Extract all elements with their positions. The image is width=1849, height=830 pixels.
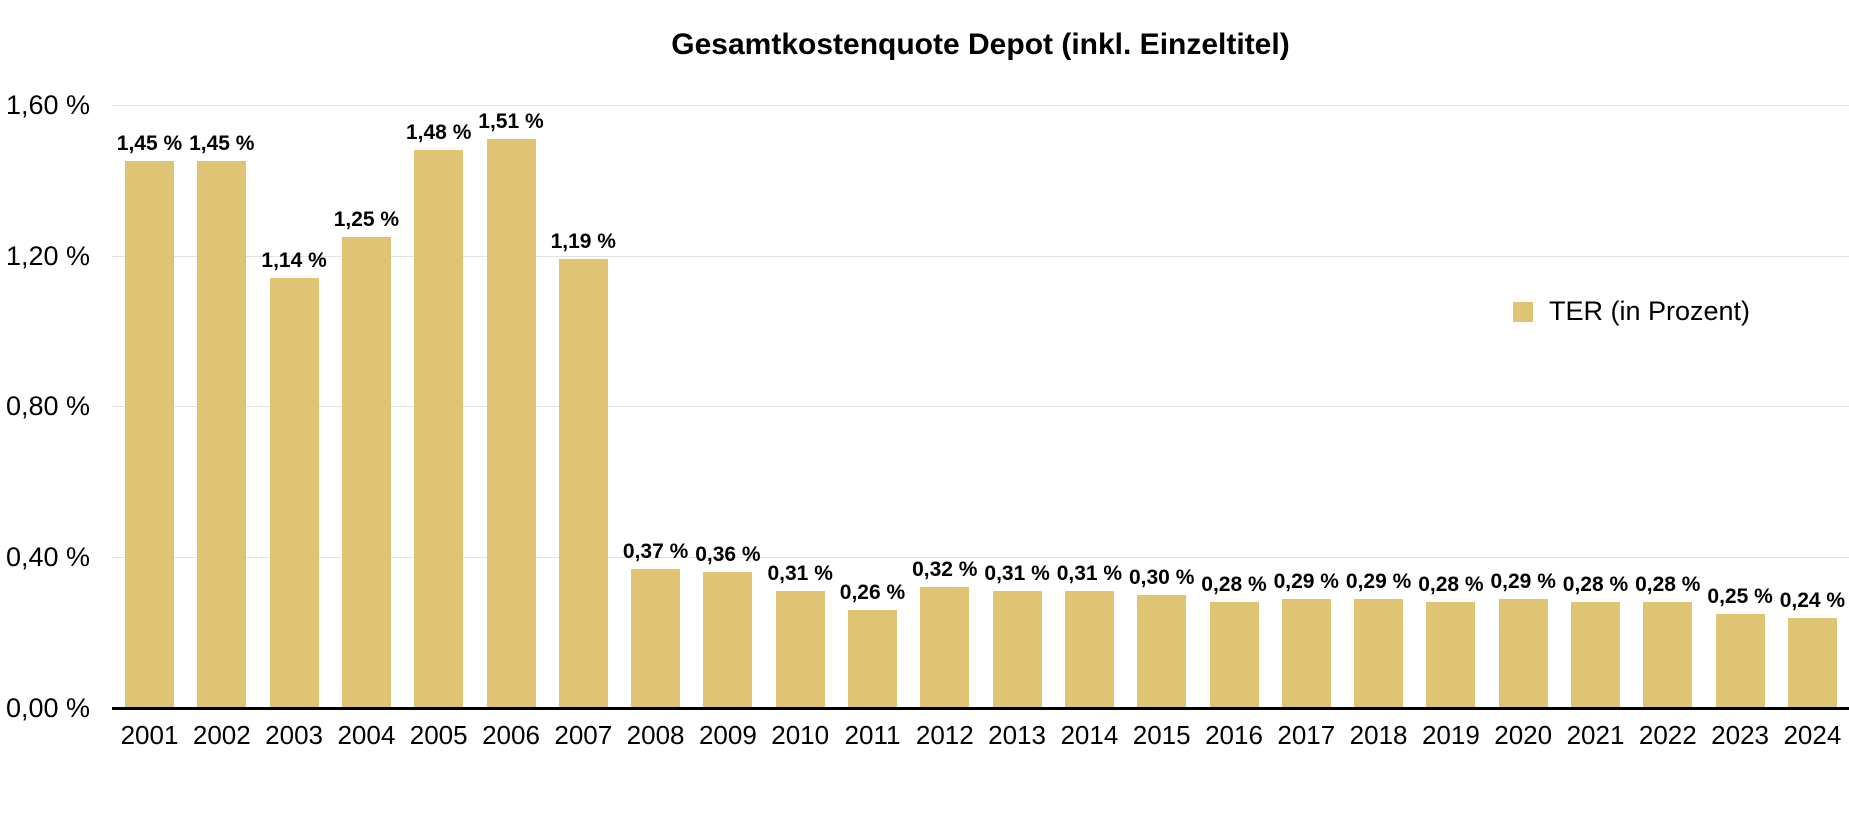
bar-2002	[197, 161, 247, 707]
x-axis-tick-label-2003: 2003	[265, 720, 323, 750]
bar-value-label-2022: 0,28 %	[1635, 573, 1701, 597]
x-axis-tick-label-2019: 2019	[1421, 720, 1480, 750]
bar-value-label-2013: 0,31 %	[984, 562, 1050, 586]
y-axis-tick-label: 0,40 %	[6, 542, 91, 573]
bar-2006	[486, 138, 536, 707]
y-axis-tick-label: 0,00 %	[6, 693, 91, 723]
bar-value-label-2002: 1,45 %	[189, 132, 255, 156]
x-axis-tick-label-2020: 2020	[1494, 720, 1553, 750]
x-axis-tick-label-2005: 2005	[409, 720, 468, 750]
x-axis-tick-label-2013: 2013	[988, 720, 1046, 750]
bar-2023	[1715, 613, 1765, 707]
bar-2016	[1209, 602, 1259, 707]
bar-2014	[1064, 591, 1114, 707]
bar-2015	[1137, 594, 1187, 707]
x-axis-tick-label-2021: 2021	[1566, 720, 1625, 750]
bar-2010	[775, 591, 825, 707]
gridline	[112, 104, 1849, 106]
x-axis-tick-label-2007: 2007	[554, 720, 613, 750]
bar-2009	[703, 572, 753, 707]
bar-value-label-2023: 0,25 %	[1707, 584, 1773, 608]
x-axis-tick-label-2004: 2004	[337, 720, 396, 750]
legend-swatch-icon	[1513, 301, 1533, 322]
x-axis-tick-label-2009: 2009	[698, 720, 757, 750]
y-axis-tick-label: 1,20 %	[6, 240, 91, 271]
bar-value-label-2015: 0,30 %	[1128, 565, 1195, 589]
y-axis-tick-label: 1,60 %	[6, 89, 91, 120]
bar-value-label-2024: 0,24 %	[1779, 588, 1846, 612]
bar-value-label-2006: 1,51 %	[478, 109, 544, 133]
x-axis-tick-label-2016: 2016	[1205, 720, 1263, 750]
legend: TER (in Prozent)	[1513, 296, 1750, 327]
bar-2012	[920, 587, 970, 707]
bar-value-label-2019: 0,28 %	[1418, 573, 1484, 597]
bar-2004	[341, 236, 391, 707]
bar-2018	[1354, 598, 1404, 707]
bar-2001	[125, 161, 174, 707]
x-axis-tick-label-2006: 2006	[482, 720, 540, 750]
x-axis-tick-label-2011: 2011	[844, 720, 901, 750]
bar-2011	[848, 609, 897, 707]
bar-2003	[269, 278, 319, 707]
bar-2019	[1426, 602, 1476, 707]
gridline	[112, 557, 1849, 559]
y-axis-tick-label: 0,80 %	[6, 391, 91, 422]
x-axis-tick-label-2024: 2024	[1783, 720, 1842, 750]
x-axis-tick-label-2014: 2014	[1060, 720, 1119, 750]
legend-label: TER (in Prozent)	[1549, 296, 1751, 326]
x-axis-tick-label-2023: 2023	[1711, 720, 1769, 750]
x-axis-tick-label-2015: 2015	[1132, 720, 1191, 750]
gridline	[112, 406, 1849, 408]
x-axis-tick-label-2017: 2017	[1277, 720, 1336, 750]
bar-value-label-2016: 0,28 %	[1201, 573, 1267, 597]
bar-2005	[414, 150, 464, 707]
bar-value-label-2012: 0,32 %	[912, 558, 978, 582]
bar-value-label-2007: 1,19 %	[550, 230, 616, 254]
bar-value-label-2011: 0,26 %	[839, 580, 906, 604]
bar-2008	[631, 568, 681, 707]
bar-value-label-2010: 0,31 %	[767, 562, 833, 586]
bar-2022	[1643, 602, 1693, 707]
x-axis-tick-label-2002: 2002	[192, 720, 251, 750]
gridline	[112, 255, 1849, 257]
x-axis-tick-label-2012: 2012	[915, 720, 974, 750]
chart-title: Gesamtkostenquote Depot (inkl. Einzeltit…	[671, 28, 1290, 61]
bar-2021	[1571, 602, 1620, 707]
bar-value-label-2020: 0,29 %	[1490, 569, 1556, 593]
x-axis-tick-label-2022: 2022	[1638, 720, 1697, 750]
bar-2020	[1498, 598, 1548, 707]
bar-value-label-2017: 0,29 %	[1273, 569, 1339, 593]
bar-value-label-2014: 0,31 %	[1056, 562, 1123, 586]
bar-value-label-2021: 0,28 %	[1562, 573, 1629, 597]
x-axis-tick-label-2008: 2008	[626, 720, 685, 750]
bar-2024	[1787, 617, 1837, 707]
bar-value-label-2005: 1,48 %	[405, 121, 472, 145]
bar-2013	[992, 591, 1042, 707]
bar-value-label-2001: 1,45 %	[116, 132, 183, 156]
bar-value-label-2008: 0,37 %	[622, 539, 689, 563]
bar-value-label-2009: 0,36 %	[695, 543, 761, 567]
bar-value-label-2018: 0,29 %	[1345, 569, 1412, 593]
bar-2007	[558, 259, 608, 707]
x-axis-line	[112, 707, 1849, 710]
bar-value-label-2004: 1,25 %	[333, 207, 400, 231]
x-axis-tick-label-2010: 2010	[771, 720, 830, 750]
bar-value-label-2003: 1,14 %	[261, 249, 327, 273]
x-axis-tick-label-2001: 2001	[120, 720, 179, 750]
x-axis-tick-label-2018: 2018	[1349, 720, 1408, 750]
bar-2017	[1281, 598, 1331, 707]
